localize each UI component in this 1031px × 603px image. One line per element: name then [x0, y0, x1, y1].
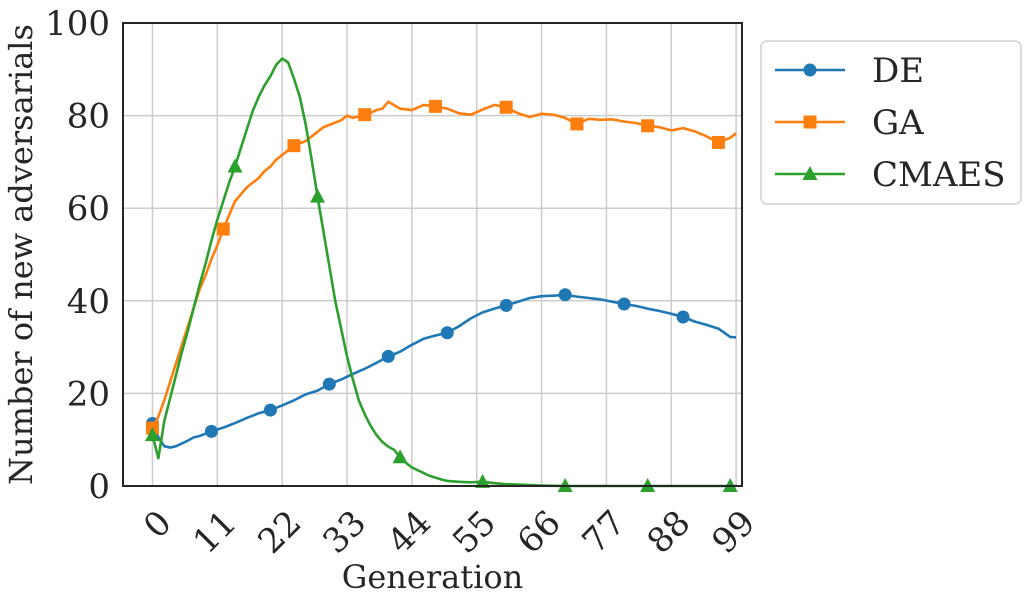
ga-marker [641, 119, 655, 133]
cmaes-marker [475, 473, 491, 488]
de-marker [499, 298, 513, 312]
ga-marker [358, 108, 372, 122]
de-marker [204, 424, 218, 438]
legend-label-de: DE [872, 51, 924, 91]
x-tick-label: 77 [575, 503, 634, 562]
x-tick-label: 55 [445, 503, 504, 562]
series-layer [144, 57, 738, 492]
legend-box [760, 40, 1022, 205]
y-axis-label: Number of new adversarials [2, 24, 40, 485]
cmaes-marker [144, 427, 160, 442]
y-tick-label: 20 [67, 374, 110, 414]
ga-marker [216, 222, 230, 236]
legend-marker-cmaes [802, 166, 818, 180]
de-line [151, 293, 737, 449]
cmaes-marker [392, 449, 408, 464]
x-tick-label: 44 [380, 503, 439, 562]
legend-marker-ga [803, 115, 817, 129]
ga-marker [428, 99, 442, 113]
plot-frame [122, 22, 743, 487]
grid [123, 22, 742, 487]
de-marker [381, 349, 395, 363]
legend: DE GA CMAES [760, 40, 1022, 205]
y-tick-label: 100 [45, 4, 110, 44]
x-tick-label: 99 [704, 503, 763, 562]
de-marker [676, 310, 690, 324]
x-tick-label: 88 [640, 503, 699, 562]
de-marker [617, 297, 631, 311]
ga-marker [570, 117, 584, 131]
ga-marker [711, 135, 725, 149]
x-tick-label: 22 [250, 503, 309, 562]
y-tick-label: 80 [67, 97, 110, 137]
x-axis-label: Generation [342, 558, 523, 596]
x-tick-label: 66 [510, 503, 569, 562]
de-marker [322, 377, 336, 391]
legend-label-cmaes: CMAES [872, 155, 1006, 195]
y-tick-label: 60 [67, 189, 110, 229]
y-tick-label: 40 [67, 282, 110, 322]
x-tick-label: 0 [136, 503, 180, 547]
series-ga [145, 99, 737, 435]
cmaes-marker [227, 158, 243, 173]
de-marker [558, 288, 572, 302]
series-de [145, 288, 737, 449]
legend-label-ga: GA [872, 103, 924, 143]
legend-item-cmaes: CMAES [775, 155, 1006, 195]
de-marker [263, 403, 277, 417]
x-tick-label: 11 [186, 503, 245, 562]
y-tick-label: 0 [88, 467, 110, 507]
legend-item-de: DE [775, 51, 924, 91]
x-tick-label: 33 [315, 503, 374, 562]
cmaes-marker [310, 188, 326, 203]
legend-item-ga: GA [775, 103, 924, 143]
legend-marker-de [803, 63, 817, 77]
ga-marker [287, 139, 301, 153]
ga-marker [499, 100, 513, 114]
de-marker [440, 326, 454, 340]
